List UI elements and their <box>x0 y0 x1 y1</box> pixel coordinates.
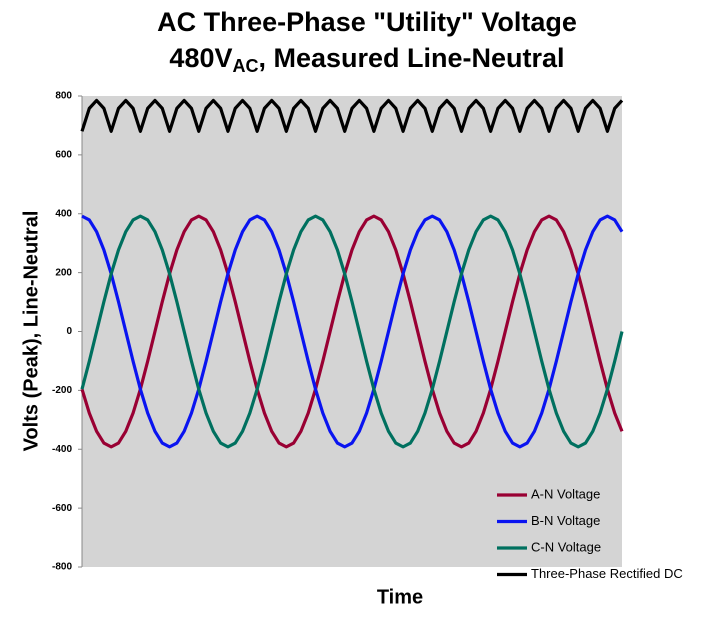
chart-subtitle: 480VAC, Measured Line-Neutral <box>169 43 564 76</box>
y-tick-label: -600 <box>52 503 72 514</box>
series-line <box>80 214 624 449</box>
x-axis-label: Time <box>377 586 423 608</box>
y-tick-label: -200 <box>52 385 72 396</box>
legend-label: Three-Phase Rectified DC <box>531 566 683 581</box>
y-tick-label: 400 <box>55 208 72 219</box>
y-tick-label: 600 <box>55 150 72 161</box>
legend-label: C-N Voltage <box>531 539 601 554</box>
subtitle-part: , Measured Line-Neutral <box>258 43 564 73</box>
y-tick-label: -400 <box>52 444 72 455</box>
plot-area <box>82 96 622 567</box>
legend-label: B-N Voltage <box>531 513 600 528</box>
y-tick-label: 0 <box>66 326 72 337</box>
y-tick-label: 800 <box>55 91 72 102</box>
y-tick-label: 200 <box>55 267 72 278</box>
series-line <box>81 214 624 449</box>
series-line <box>80 98 624 133</box>
subtitle-subscript: AC <box>232 56 258 76</box>
subtitle-part: 480V <box>169 43 232 73</box>
legend-label: A-N Voltage <box>531 486 600 501</box>
y-axis-label: Volts (Peak), Line-Neutral <box>20 211 42 452</box>
series-line <box>80 214 624 449</box>
chart-title: AC Three-Phase "Utility" Voltage <box>157 7 577 37</box>
y-tick-label: -800 <box>52 562 72 573</box>
